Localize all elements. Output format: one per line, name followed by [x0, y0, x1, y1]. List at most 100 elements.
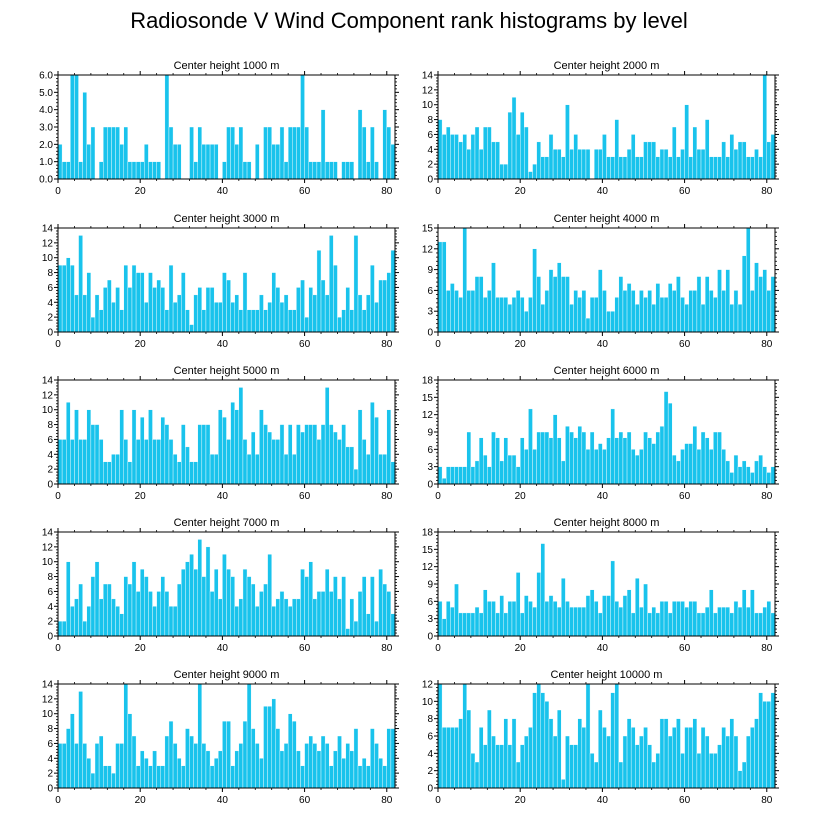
- bar: [688, 443, 694, 485]
- bar: [271, 272, 277, 333]
- bar: [333, 264, 338, 333]
- bar: [536, 431, 541, 485]
- x-tick-label: 20: [515, 795, 527, 806]
- bar: [57, 144, 63, 180]
- bar: [717, 431, 722, 485]
- bar: [61, 743, 67, 789]
- bar: [357, 591, 363, 637]
- bar: [721, 727, 726, 789]
- bar: [279, 591, 285, 637]
- bar: [111, 598, 116, 637]
- bar: [98, 598, 104, 637]
- y-tick-label: 2: [47, 313, 53, 324]
- bar: [458, 466, 463, 485]
- bar: [218, 598, 223, 637]
- bar: [164, 309, 170, 333]
- bar: [503, 612, 509, 637]
- bar: [119, 309, 124, 333]
- bar: [507, 601, 513, 637]
- bar: [90, 576, 96, 637]
- bar: [312, 161, 318, 180]
- bar: [598, 149, 603, 180]
- bar: [222, 161, 227, 180]
- bar: [602, 727, 607, 789]
- bar: [349, 750, 355, 789]
- x-tick-label: 20: [515, 339, 527, 350]
- x-tick-label: 0: [435, 643, 441, 654]
- y-tick-label: 6: [427, 732, 433, 743]
- bar: [766, 290, 772, 333]
- histogram-panel-7: Center height 7000 m 0 2 4 6 8 10 12 14 0 20 40 60 80: [42, 517, 399, 654]
- panel-title: Center height 7000 m: [174, 517, 280, 529]
- bar: [454, 727, 459, 789]
- bar: [353, 235, 359, 333]
- bar: [246, 576, 252, 637]
- bar: [709, 156, 714, 180]
- bar: [148, 161, 153, 180]
- x-tick-label: 40: [217, 491, 229, 502]
- bar: [540, 156, 546, 180]
- bar: [585, 317, 591, 333]
- bar: [540, 692, 546, 789]
- y-tick-label: 12: [422, 680, 434, 691]
- bar: [618, 761, 624, 789]
- bar: [324, 387, 330, 485]
- bar: [226, 126, 231, 180]
- panel-title: Center height 2000 m: [554, 60, 660, 72]
- bar: [441, 727, 447, 789]
- bar: [234, 750, 240, 789]
- x-tick-label: 0: [55, 186, 61, 197]
- bar: [312, 743, 318, 789]
- bar: [324, 294, 330, 333]
- bar: [386, 126, 392, 180]
- bar: [667, 283, 673, 333]
- bar: [78, 161, 83, 180]
- bar: [279, 302, 285, 333]
- bar: [651, 141, 657, 180]
- bar: [300, 568, 305, 637]
- bar: [589, 297, 595, 333]
- y-tick-label: 12: [422, 562, 434, 573]
- bar: [478, 437, 484, 485]
- bar: [250, 309, 256, 333]
- bar: [337, 735, 342, 789]
- bar: [446, 601, 451, 637]
- bar: [242, 720, 248, 789]
- bar: [152, 161, 157, 180]
- y-tick-label: 0: [427, 632, 433, 643]
- bar: [197, 287, 203, 333]
- bar: [441, 478, 447, 485]
- bar: [283, 161, 289, 180]
- bar: [581, 149, 587, 180]
- bar: [499, 297, 504, 333]
- y-tick-label: 8: [47, 420, 53, 431]
- bar: [573, 290, 578, 333]
- panel-title: Center height 4000 m: [554, 213, 660, 225]
- bar: [90, 424, 96, 485]
- x-tick-label: 40: [217, 795, 229, 806]
- bar: [511, 297, 517, 333]
- bar: [300, 279, 305, 333]
- x-tick-label: 80: [381, 643, 393, 654]
- bar: [107, 126, 112, 180]
- bar: [729, 472, 735, 485]
- bar: [515, 466, 521, 485]
- x-tick-label: 60: [299, 339, 311, 350]
- bar: [696, 612, 702, 637]
- bar: [598, 709, 603, 789]
- bar: [131, 735, 137, 789]
- bar: [635, 578, 640, 637]
- bar: [733, 735, 739, 789]
- bar: [561, 779, 566, 789]
- bar: [197, 683, 203, 789]
- bar: [263, 424, 268, 485]
- bar: [185, 728, 190, 789]
- x-tick-label: 20: [515, 491, 527, 502]
- bar: [345, 161, 350, 180]
- bar: [593, 601, 599, 637]
- bar: [271, 698, 277, 789]
- bar: [127, 461, 133, 485]
- bar: [333, 576, 338, 637]
- bar: [762, 269, 767, 333]
- bar: [709, 589, 714, 637]
